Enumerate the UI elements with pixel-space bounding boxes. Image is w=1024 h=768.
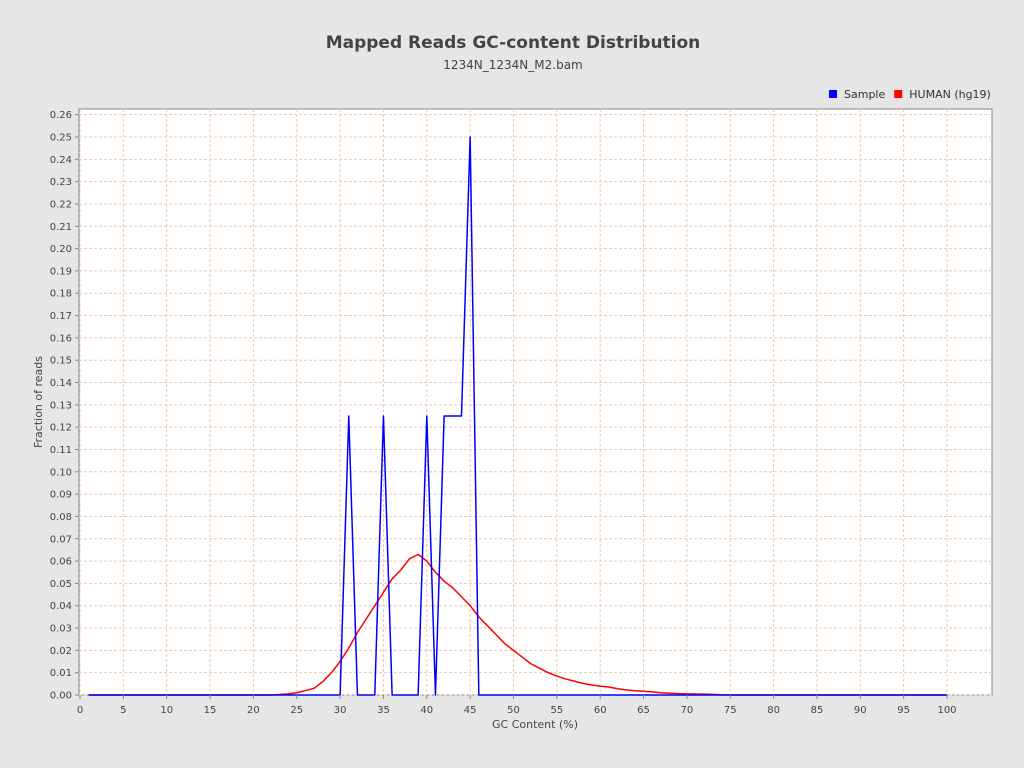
y-axis-label: Fraction of reads [32, 356, 45, 448]
y-tick-label: 0.18 [50, 289, 72, 300]
y-tick-label: 0.20 [50, 244, 72, 255]
y-tick-label: 0.25 [50, 133, 72, 144]
grid-layer [79, 109, 992, 696]
series-line-sample [88, 136, 947, 696]
chart-subtitle: 1234N_1234N_M2.bam [443, 58, 583, 72]
y-tick-label: 0.03 [50, 624, 72, 635]
x-tick-label: 80 [767, 705, 780, 716]
legend-swatch-human-hg19 [894, 90, 903, 98]
y-tick-label: 0.22 [50, 199, 72, 210]
x-tick-label: 65 [637, 705, 650, 716]
y-tick-label: 0.11 [50, 445, 72, 456]
x-tick-label: 35 [377, 705, 390, 716]
y-tick-label: 0.06 [50, 557, 72, 568]
x-tick-label: 55 [550, 705, 563, 716]
y-tick-label: 0.01 [50, 668, 72, 679]
y-tick-label: 0.19 [50, 266, 72, 277]
y-tick-label: 0.16 [50, 333, 72, 344]
y-tick-label: 0.04 [50, 601, 72, 612]
x-tick-label: 40 [420, 705, 433, 716]
x-axis: 0 5 10 15 20 25 30 35 40 45 50 55 60 65 70 75 80 85 90 95 10… [77, 695, 957, 716]
x-tick-label: 15 [204, 705, 217, 716]
y-tick-label: 0.23 [50, 177, 72, 188]
y-tick-label: 0.02 [50, 646, 72, 657]
legend: Sample HUMAN (hg19) [829, 88, 991, 101]
y-tick-label: 0.00 [50, 691, 72, 702]
x-tick-label: 45 [464, 705, 477, 716]
y-tick-label: 0.05 [50, 579, 72, 590]
x-tick-label: 50 [507, 705, 520, 716]
y-tick-label: 0.26 [50, 110, 72, 121]
y-tick-label: 0.09 [50, 490, 72, 501]
y-tick-label: 0.21 [50, 222, 72, 233]
plot-area [78, 108, 993, 696]
x-tick-label: 0 [77, 705, 83, 716]
x-tick-label: 10 [160, 705, 173, 716]
y-tick-label: 0.13 [50, 400, 72, 411]
x-tick-label: 30 [334, 705, 347, 716]
y-tick-label: 0.10 [50, 467, 72, 478]
series-line-human-hg19 [88, 553, 947, 696]
x-tick-label: 95 [897, 705, 910, 716]
x-tick-label: 85 [811, 705, 824, 716]
y-tick-label: 0.07 [50, 534, 72, 545]
y-tick-label: 0.15 [50, 356, 72, 367]
x-tick-label: 90 [854, 705, 867, 716]
legend-label-sample: Sample [844, 88, 885, 101]
x-axis-label: GC Content (%) [492, 718, 578, 731]
x-tick-label: 75 [724, 705, 737, 716]
y-tick-label: 0.08 [50, 512, 72, 523]
y-tick-label: 0.17 [50, 311, 72, 322]
y-tick-label: 0.12 [50, 423, 72, 434]
y-axis: 0.00 0.01 0.02 0.03 0.04 0.05 0.06 0.07 0.08 0.09… [50, 110, 79, 702]
legend-label-human-hg19: HUMAN (hg19) [909, 88, 991, 101]
y-tick-label: 0.14 [50, 378, 72, 389]
y-tick-label: 0.24 [50, 155, 72, 166]
x-tick-label: 70 [681, 705, 694, 716]
x-tick-label: 20 [247, 705, 260, 716]
x-tick-label: 25 [290, 705, 303, 716]
legend-swatch-sample [829, 90, 837, 98]
x-tick-label: 100 [937, 705, 956, 716]
x-tick-label: 60 [594, 705, 607, 716]
series-layer [88, 136, 947, 696]
chart-title: Mapped Reads GC-content Distribution [326, 33, 701, 53]
x-tick-label: 5 [120, 705, 126, 716]
